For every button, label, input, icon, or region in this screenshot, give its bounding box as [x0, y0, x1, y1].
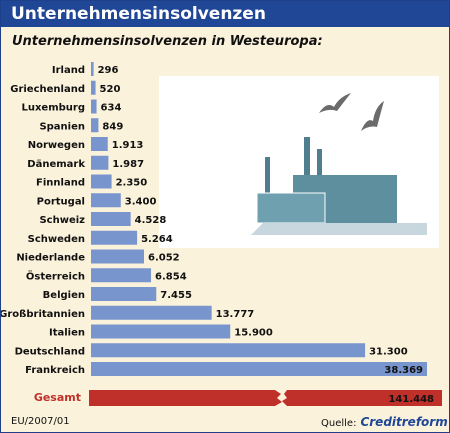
category-label: Griechenland [10, 84, 85, 95]
category-label: Schweden [28, 234, 85, 245]
category-label: Niederlande [16, 253, 85, 264]
bar [91, 230, 138, 245]
category-label: Belgien [43, 290, 85, 301]
value-label: 15.900 [234, 328, 273, 339]
bar [91, 62, 94, 76]
total-value-label: 141.448 [388, 394, 434, 405]
bar [91, 324, 231, 339]
value-label: 6.052 [148, 253, 180, 264]
category-label: Österreich [26, 268, 85, 282]
factory-ground [251, 223, 427, 235]
category-label: Portugal [37, 196, 85, 207]
category-label: Norwegen [28, 140, 85, 151]
value-label: 296 [98, 65, 119, 76]
factory-illustration [159, 76, 439, 248]
total-label: Gesamt [34, 391, 81, 404]
value-label: 5.264 [141, 234, 173, 245]
category-label: Schweiz [39, 215, 85, 226]
category-label: Frankreich [25, 365, 85, 376]
bar [91, 193, 121, 208]
bar [91, 155, 109, 170]
bar-series: Irland 296 Griechenland 520 Luxemburg 634 Span… [1, 62, 427, 376]
creditreform-logo: Creditreform [360, 415, 448, 429]
bar [91, 268, 152, 283]
footer-source: Quelle: Creditreform [321, 415, 448, 429]
category-label: Spanien [39, 121, 85, 132]
bird-icon [319, 93, 351, 113]
category-label: Großbritannien [1, 309, 85, 320]
value-label: 1.913 [112, 140, 144, 151]
bar [91, 99, 97, 114]
page-title: Unternehmensinsolvenzen [11, 4, 266, 24]
value-label: 38.369 [384, 365, 423, 376]
value-label: 849 [102, 121, 123, 132]
total-row: Gesamt 141.448 [34, 390, 442, 406]
category-label: Dänemark [27, 159, 85, 170]
value-label: 4.528 [135, 215, 167, 226]
category-label: Luxemburg [21, 103, 85, 114]
bird-icon [361, 101, 384, 131]
chart-subtitle: Unternehmensinsolvenzen in Westeuropa: [12, 34, 323, 49]
value-label: 2.350 [116, 178, 148, 189]
bar [91, 287, 157, 301]
category-label: Italien [49, 328, 85, 339]
footer-code: EU/2007/01 [11, 416, 70, 427]
bar [91, 118, 99, 133]
bar [91, 305, 212, 320]
bar [91, 174, 112, 189]
total-bar-break [275, 390, 282, 406]
value-label: 3.400 [125, 196, 157, 207]
value-label: 6.854 [155, 271, 187, 282]
chimney-2 [304, 137, 310, 177]
total-bar-left [89, 390, 275, 406]
title-bar: Unternehmensinsolvenzen [1, 1, 449, 27]
value-label: 13.777 [216, 309, 255, 320]
value-label: 31.300 [369, 346, 408, 357]
category-label: Finnland [36, 178, 85, 189]
bar [91, 362, 427, 376]
factory-front-building [256, 192, 326, 224]
chimney-1 [265, 157, 270, 195]
bar [91, 249, 144, 264]
value-label: 1.987 [112, 159, 144, 170]
bar [91, 212, 131, 226]
category-label: Irland [52, 65, 85, 76]
bar [91, 137, 108, 151]
source-label: Quelle: [321, 418, 357, 429]
bar [91, 343, 366, 358]
total-bar-right [282, 390, 442, 406]
value-label: 7.455 [160, 290, 192, 301]
chimney-3 [317, 149, 322, 177]
category-label: Deutschland [15, 346, 85, 357]
bar [91, 80, 96, 95]
value-label: 520 [100, 84, 121, 95]
value-label: 634 [101, 103, 122, 114]
